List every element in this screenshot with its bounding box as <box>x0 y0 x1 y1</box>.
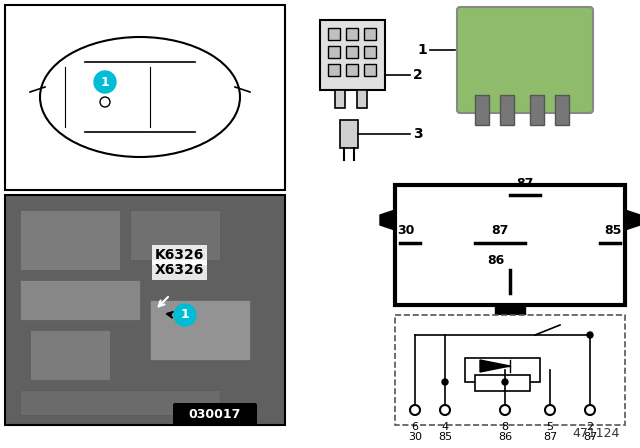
Text: X6326: X6326 <box>155 263 204 277</box>
Bar <box>346 64 358 76</box>
Bar <box>346 46 358 58</box>
Bar <box>328 28 340 40</box>
Polygon shape <box>480 360 510 372</box>
Circle shape <box>440 405 450 415</box>
Bar <box>320 20 385 90</box>
Text: 6: 6 <box>412 422 419 432</box>
Circle shape <box>442 379 448 385</box>
Circle shape <box>100 97 110 107</box>
Text: 030017: 030017 <box>189 408 241 421</box>
Text: 85: 85 <box>438 432 452 442</box>
Bar <box>364 46 376 58</box>
Text: 87: 87 <box>543 432 557 442</box>
Bar <box>465 358 540 382</box>
Bar <box>500 95 514 125</box>
Circle shape <box>502 379 508 385</box>
Text: 87: 87 <box>583 432 597 442</box>
Text: 87: 87 <box>516 177 534 190</box>
Bar <box>20 390 220 415</box>
Circle shape <box>174 304 196 326</box>
Bar <box>328 64 340 76</box>
Text: K6326: K6326 <box>155 248 204 262</box>
Bar <box>340 120 358 148</box>
Text: 30: 30 <box>408 432 422 442</box>
Text: 2: 2 <box>413 68 423 82</box>
Circle shape <box>545 405 555 415</box>
Text: 86: 86 <box>488 254 505 267</box>
Bar <box>20 280 140 320</box>
Text: 87: 87 <box>492 224 509 237</box>
Text: 2: 2 <box>586 422 593 432</box>
Circle shape <box>587 332 593 338</box>
Bar <box>475 375 530 391</box>
Bar <box>335 90 345 108</box>
Text: 3: 3 <box>413 127 422 141</box>
Text: 5: 5 <box>547 422 554 432</box>
Bar <box>346 28 358 40</box>
Bar <box>328 46 340 58</box>
Bar <box>5 195 285 425</box>
Bar <box>395 315 625 425</box>
Circle shape <box>585 405 595 415</box>
Bar <box>364 28 376 40</box>
Text: 85: 85 <box>605 224 622 237</box>
Text: 8: 8 <box>501 422 509 432</box>
Text: 86: 86 <box>498 432 512 442</box>
Text: 471124: 471124 <box>573 427 620 440</box>
FancyBboxPatch shape <box>173 403 257 425</box>
Bar <box>150 300 250 360</box>
Polygon shape <box>625 210 640 230</box>
Bar <box>30 330 110 380</box>
Bar <box>555 95 569 125</box>
Text: 30: 30 <box>397 224 414 237</box>
Polygon shape <box>495 305 525 320</box>
Circle shape <box>410 405 420 415</box>
Bar <box>5 5 285 190</box>
Circle shape <box>94 71 116 93</box>
Bar <box>20 210 120 270</box>
Bar <box>130 210 220 260</box>
Bar <box>475 95 489 125</box>
Text: 1: 1 <box>417 43 427 57</box>
Ellipse shape <box>40 37 240 157</box>
Text: 1: 1 <box>180 309 189 322</box>
Bar <box>530 95 544 125</box>
Bar <box>357 90 367 108</box>
Circle shape <box>500 405 510 415</box>
Text: 4: 4 <box>442 422 449 432</box>
Polygon shape <box>380 210 395 230</box>
FancyBboxPatch shape <box>457 7 593 113</box>
Bar <box>395 185 625 305</box>
Bar <box>364 64 376 76</box>
Text: 1: 1 <box>100 76 109 89</box>
